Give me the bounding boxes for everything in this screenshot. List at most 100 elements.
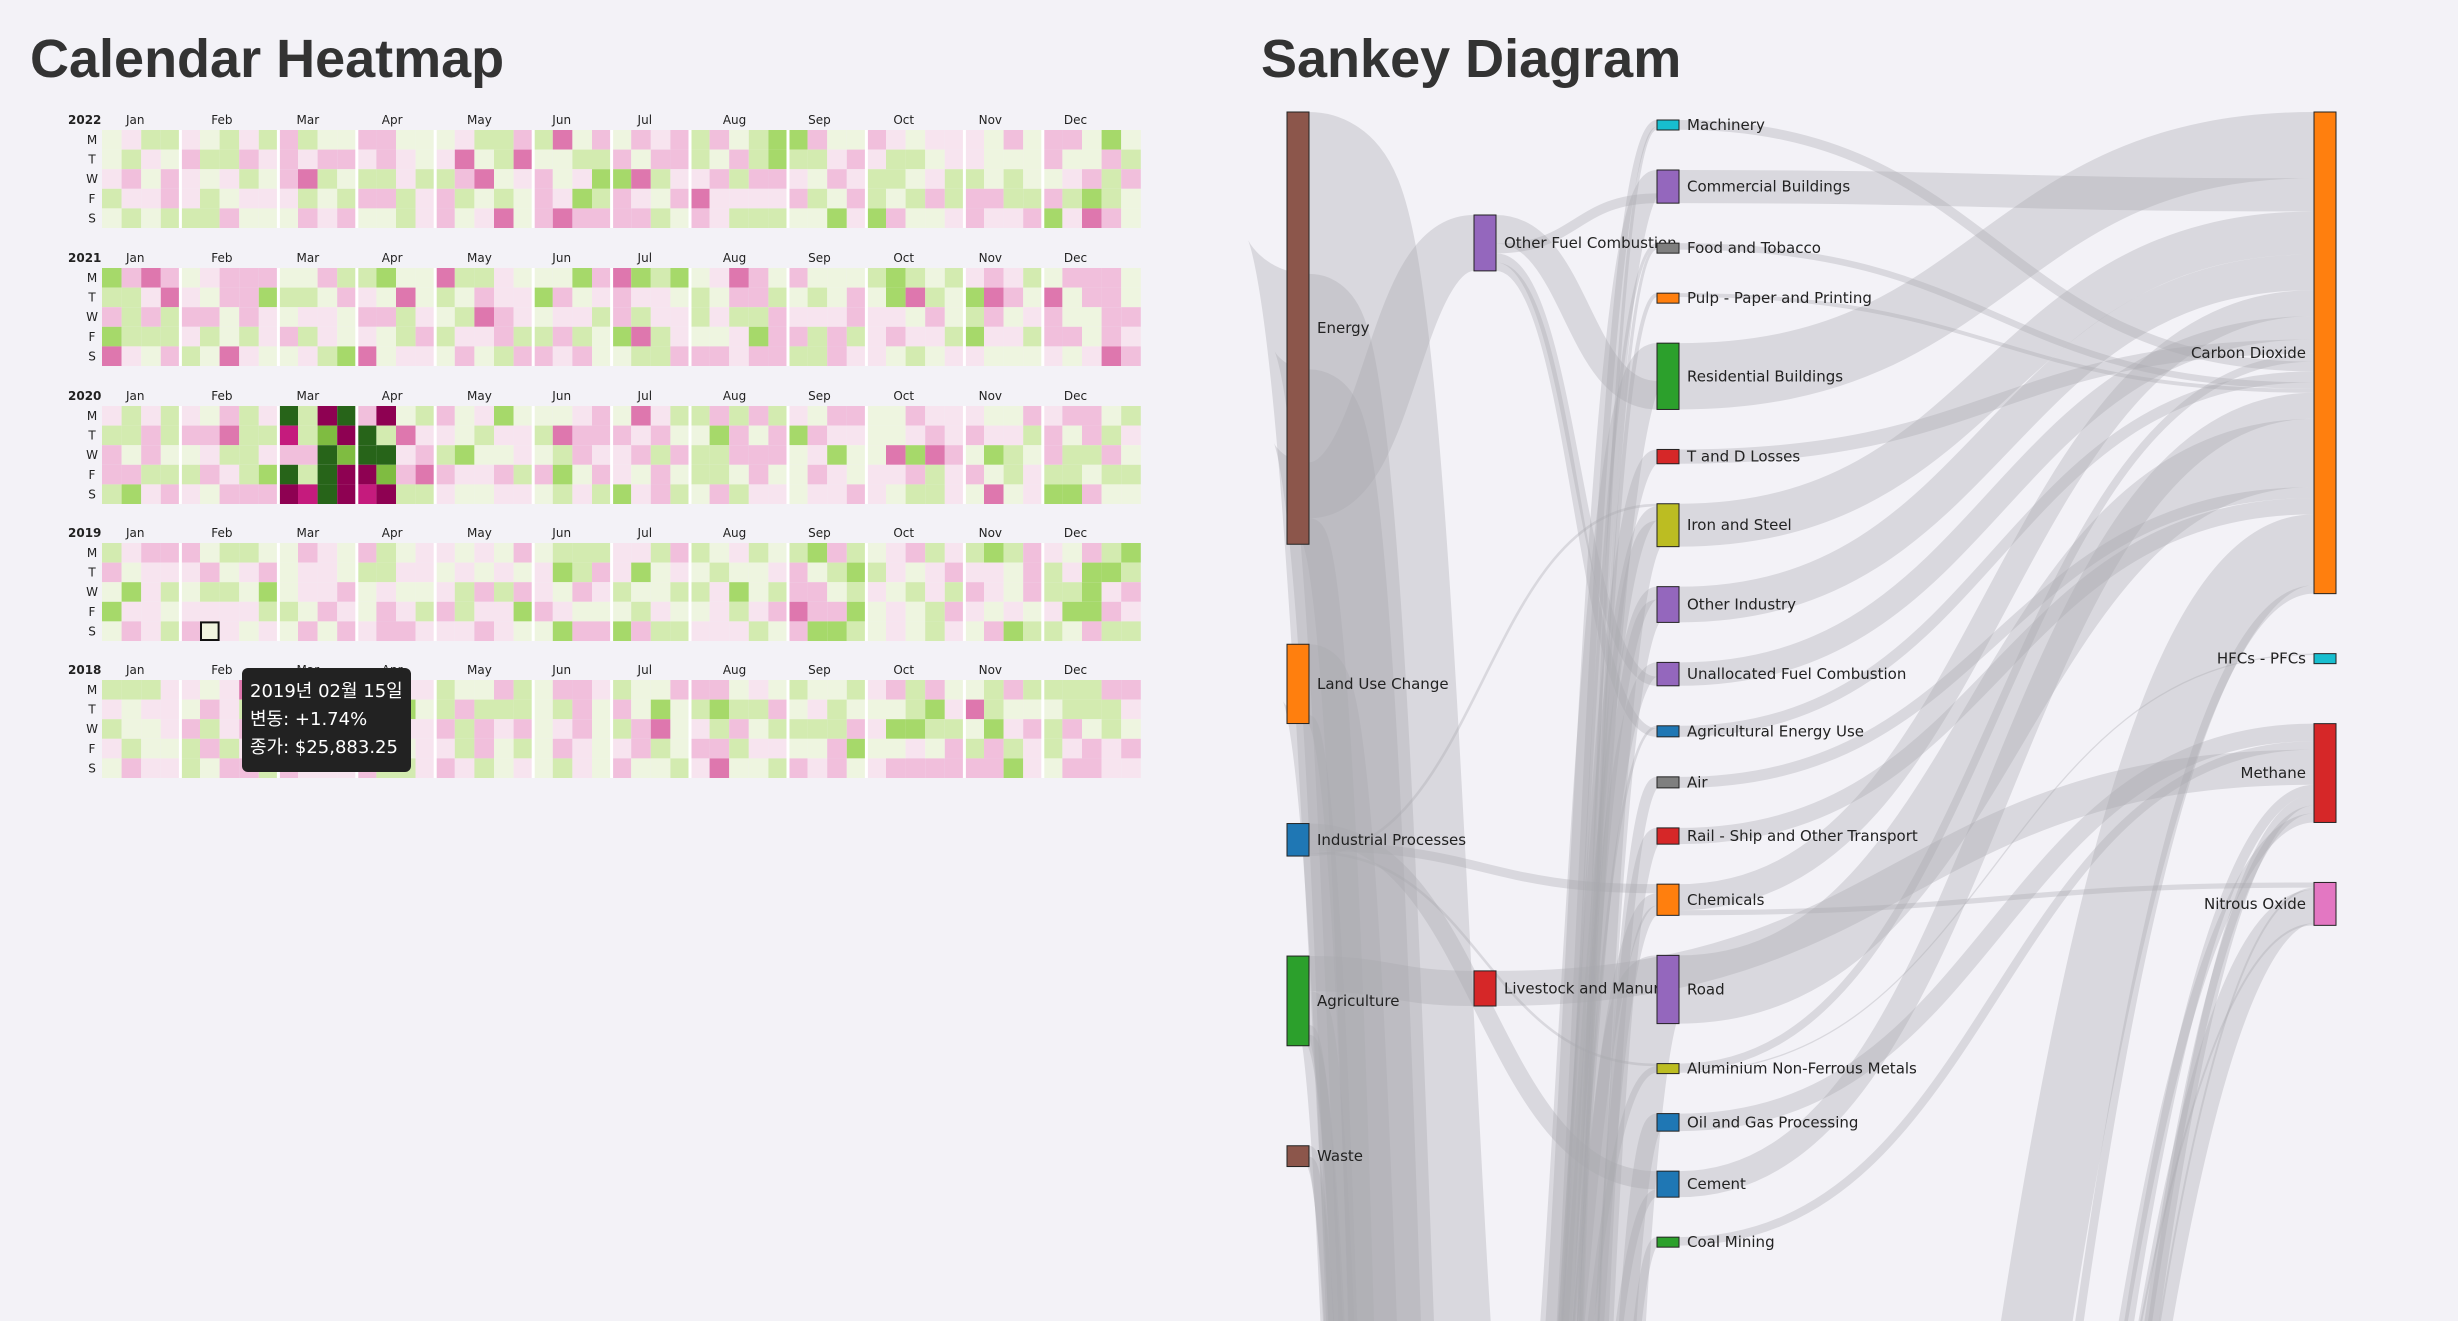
heatmap-cell <box>964 445 984 465</box>
heatmap-cell <box>1003 445 1024 465</box>
heatmap-cell <box>1101 130 1122 150</box>
sankey-link <box>1305 715 1358 1321</box>
heatmap-cell <box>709 484 730 504</box>
heatmap-cell <box>905 307 926 327</box>
heatmap-cell <box>1042 169 1063 189</box>
heatmap-cell <box>552 326 573 347</box>
heatmap-cell <box>200 425 220 446</box>
calendar-year-2022: 2022 Jan Feb Mar Apr May Jun Jul Aug Sep Oct Nov Dec… <box>68 113 1141 228</box>
heatmap-cell <box>905 562 926 583</box>
heatmap-cell <box>650 445 671 465</box>
heatmap-cell <box>494 188 514 209</box>
month-label: Nov <box>979 113 1002 127</box>
month-label: Aug <box>723 251 746 265</box>
heatmap-cell <box>846 719 867 739</box>
heatmap-cell <box>807 719 828 739</box>
month-label: Feb <box>211 526 232 540</box>
heatmap-cell <box>317 425 338 446</box>
sankey-link <box>1308 850 1658 1067</box>
weekday-label: M <box>87 409 97 423</box>
heatmap-cell <box>317 346 338 366</box>
weekday-label: F <box>89 192 96 206</box>
weekday-label: W <box>86 310 98 324</box>
heatmap-cell <box>552 425 573 446</box>
heatmap-cell <box>1082 188 1102 209</box>
heatmap-cell <box>964 268 984 288</box>
heatmap-cell <box>964 130 984 150</box>
heatmap-cell <box>1003 484 1024 504</box>
heatmap-cell <box>337 287 357 308</box>
heatmap-cell <box>631 425 651 446</box>
sankey-link <box>1678 392 2315 1198</box>
heatmap-cell <box>219 130 240 150</box>
heatmap-cell <box>415 406 436 426</box>
heatmap-cell <box>650 208 671 228</box>
sankey-node <box>1656 661 1680 687</box>
heatmap-cell <box>1062 582 1082 602</box>
heatmap-cell <box>670 484 690 504</box>
month-label: Feb <box>211 251 232 265</box>
heatmap-cell <box>631 149 651 170</box>
sankey-node <box>1656 1063 1680 1075</box>
heatmap-cell <box>415 699 436 720</box>
heatmap-cell <box>415 188 436 209</box>
heatmap-cell <box>650 484 671 504</box>
heatmap-cell <box>592 188 612 209</box>
heatmap-cell <box>200 326 220 347</box>
heatmap-cell <box>533 268 553 288</box>
sankey-link <box>1678 211 2315 547</box>
heatmap-cell <box>337 169 357 189</box>
heatmap-cell <box>709 169 730 189</box>
sankey-link <box>2118 813 2315 1321</box>
heatmap-cell <box>552 287 573 308</box>
heatmap-cell <box>454 130 475 150</box>
heatmap-cell <box>611 130 632 150</box>
heatmap-cell <box>729 149 749 170</box>
heatmap-cell <box>200 562 220 583</box>
heatmap-cell <box>944 169 965 189</box>
heatmap-cell <box>415 208 436 228</box>
heatmap-cell <box>690 307 710 327</box>
heatmap-cell <box>631 406 651 426</box>
heatmap-cell <box>435 445 455 465</box>
heatmap-cell <box>278 582 298 602</box>
month-label: Jun <box>551 389 571 403</box>
heatmap-cell <box>1062 208 1082 228</box>
heatmap-cell <box>886 758 906 778</box>
heatmap-cell <box>121 719 142 739</box>
heatmap-cell <box>513 188 534 209</box>
heatmap-cell <box>219 268 240 288</box>
month-label: Aug <box>723 526 746 540</box>
heatmap-cell <box>1082 562 1102 583</box>
heatmap-cell <box>631 719 651 739</box>
heatmap-cell <box>592 621 612 641</box>
sankey-link <box>1579 246 1658 1321</box>
heatmap-cell <box>1121 188 1141 209</box>
heatmap-cell <box>709 346 730 366</box>
heatmap-cell <box>258 169 279 189</box>
heatmap-cell <box>944 425 965 446</box>
heatmap-cell <box>121 543 142 563</box>
sankey-link <box>1579 293 1658 1321</box>
sankey-diagram-title: Sankey Diagram <box>1261 29 1682 89</box>
heatmap-cell <box>141 169 161 189</box>
heatmap-cell <box>1003 188 1024 209</box>
heatmap-cell <box>1062 149 1082 170</box>
sankey-node <box>1656 776 1680 789</box>
heatmap-cell <box>690 719 710 739</box>
heatmap-cell <box>1082 621 1102 641</box>
heatmap-cell <box>552 484 573 504</box>
heatmap-cell <box>474 307 494 327</box>
heatmap-cell <box>356 582 377 602</box>
heatmap-cell <box>925 287 945 308</box>
heatmap-cell <box>317 484 338 504</box>
heatmap-cell <box>396 543 416 563</box>
heatmap-cell <box>298 425 318 446</box>
heatmap-cell <box>768 680 788 700</box>
heatmap-cell <box>1023 601 1043 622</box>
heatmap-cell <box>1121 699 1141 720</box>
sankey-node-label: Oil and Gas Processing <box>1687 1113 1858 1131</box>
heatmap-cell <box>160 406 181 426</box>
tooltip-close: 종가: $25,883.25 <box>250 737 398 758</box>
